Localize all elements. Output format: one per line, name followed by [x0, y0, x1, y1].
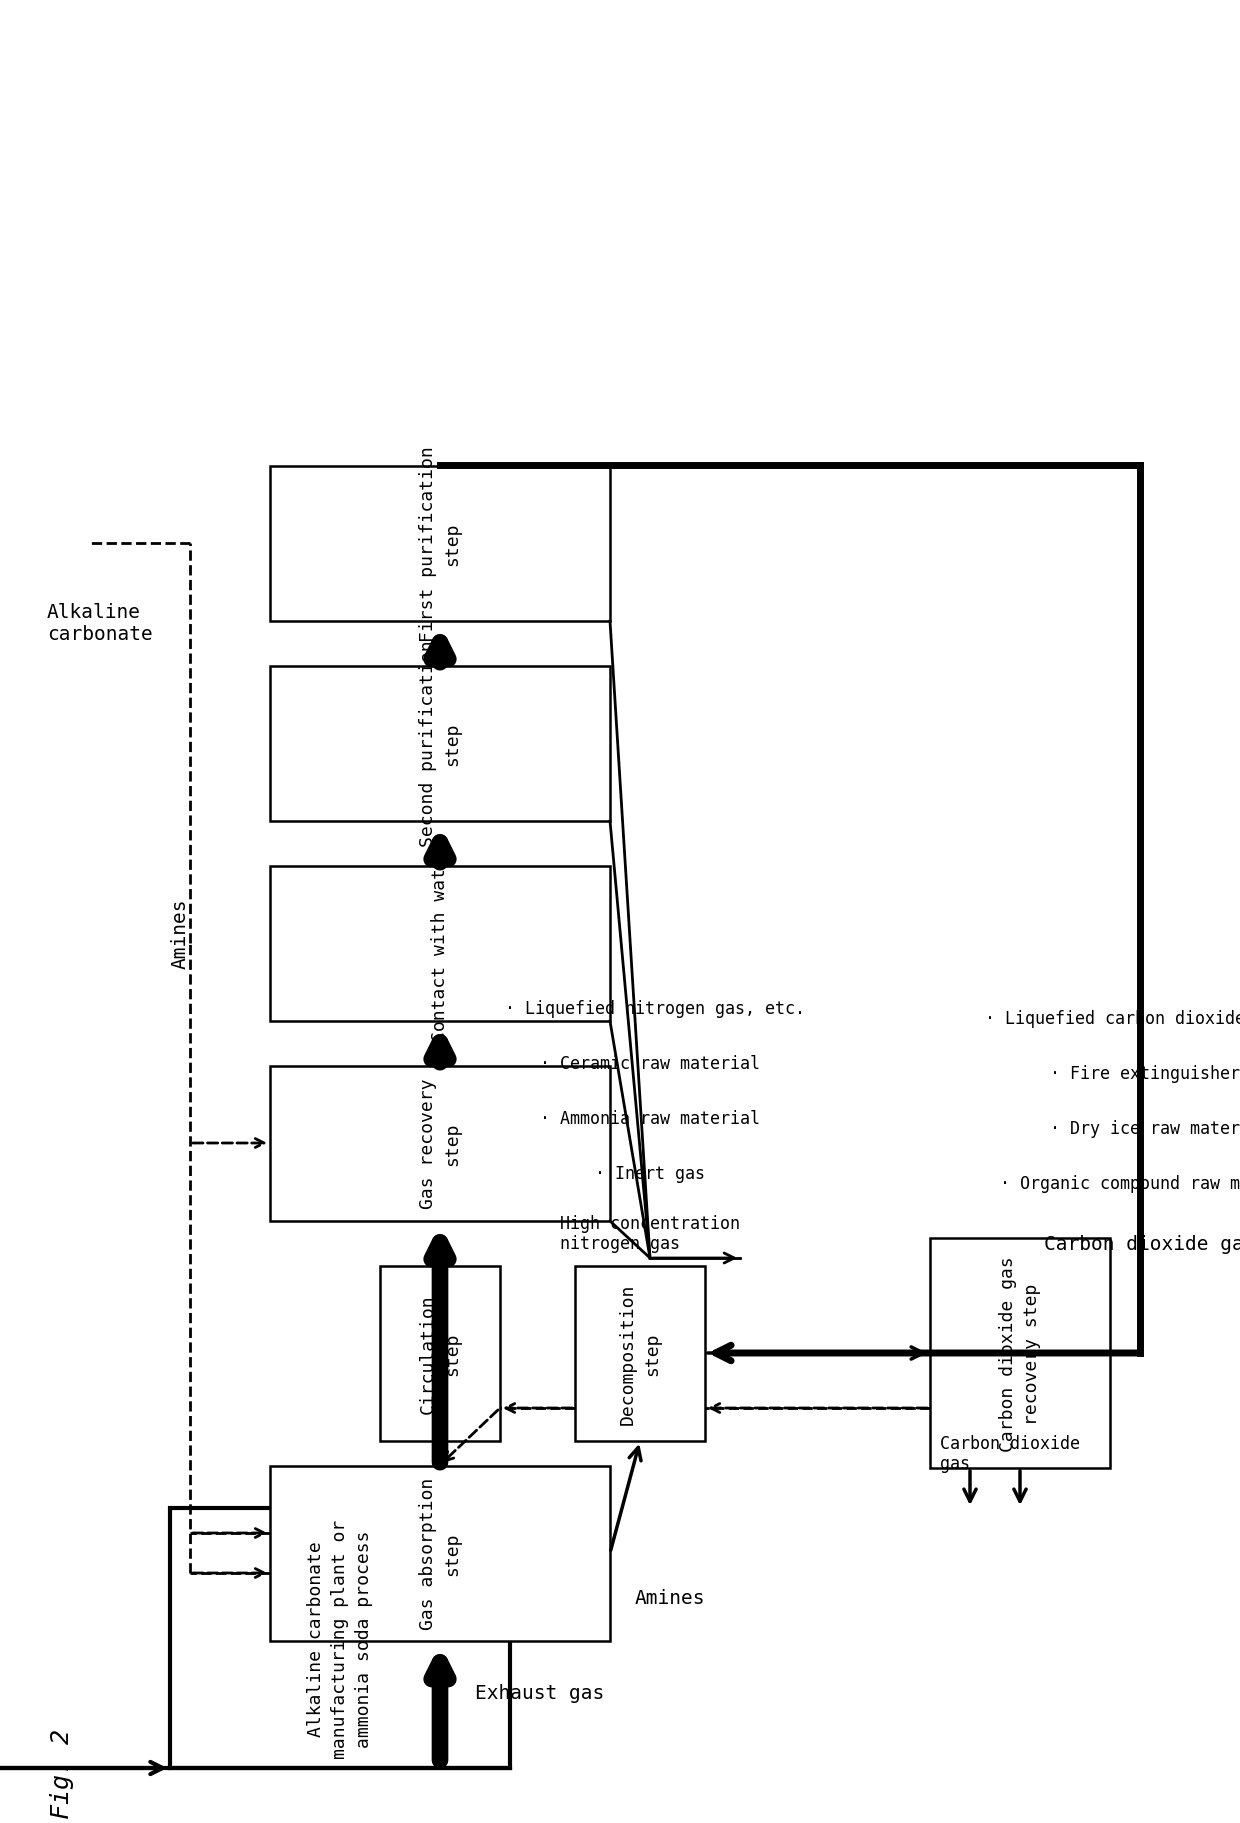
Text: Second purification
step: Second purification step [419, 640, 461, 848]
Bar [379, 1265, 500, 1440]
Bar [270, 866, 610, 1021]
Bar [270, 467, 610, 622]
Text: Gas absorption
step: Gas absorption step [419, 1477, 461, 1630]
Text: Circulation
step: Circulation step [419, 1294, 461, 1413]
Bar [930, 1238, 1110, 1468]
Text: · Ceramic raw material: · Ceramic raw material [539, 1054, 760, 1072]
Bar [575, 1265, 706, 1440]
Text: · Inert gas: · Inert gas [595, 1165, 706, 1183]
Text: Alkaline
carbonate: Alkaline carbonate [47, 603, 153, 644]
Text: Fig. 2: Fig. 2 [50, 1728, 74, 1818]
Text: Contact with water: Contact with water [432, 846, 449, 1041]
Text: · Liquefied nitrogen gas, etc.: · Liquefied nitrogen gas, etc. [505, 999, 805, 1017]
Bar [270, 1466, 610, 1641]
Text: Gas recovery
step: Gas recovery step [419, 1077, 461, 1209]
Text: Carbon dioxide gas
recovery step: Carbon dioxide gas recovery step [999, 1256, 1040, 1451]
Bar [270, 665, 610, 820]
Text: Carbon dioxide gas: Carbon dioxide gas [1044, 1234, 1240, 1252]
Text: Decomposition
step: Decomposition step [619, 1283, 661, 1424]
Bar [170, 1508, 510, 1768]
Text: First purification
step: First purification step [419, 447, 461, 642]
Text: · Dry ice raw material: · Dry ice raw material [1050, 1119, 1240, 1138]
Text: Amines: Amines [171, 899, 190, 968]
Text: · Organic compound raw material: · Organic compound raw material [999, 1174, 1240, 1192]
Text: · Liquefied carbon dioxide gas, etc.: · Liquefied carbon dioxide gas, etc. [985, 1010, 1240, 1028]
Text: Carbon dioxide
gas: Carbon dioxide gas [940, 1435, 1080, 1473]
Text: Alkaline carbonate
manufacturing plant or
ammonia soda process: Alkaline carbonate manufacturing plant o… [308, 1519, 372, 1757]
Text: · Fire extinguisher gas: · Fire extinguisher gas [1050, 1065, 1240, 1083]
Text: Exhaust gas: Exhaust gas [475, 1684, 604, 1703]
Text: · Ammonia raw material: · Ammonia raw material [539, 1110, 760, 1127]
Bar [270, 1066, 610, 1221]
Text: High concentration
nitrogen gas: High concentration nitrogen gas [560, 1214, 740, 1252]
Text: Amines: Amines [635, 1588, 706, 1608]
